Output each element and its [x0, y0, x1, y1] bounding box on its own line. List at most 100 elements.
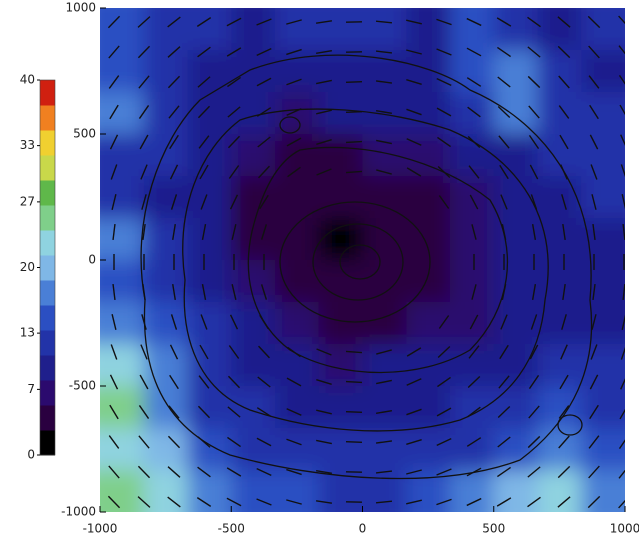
heatmap-cell [581, 50, 639, 93]
heatmap-cell [80, 176, 145, 219]
heatmap-cell [231, 344, 276, 387]
heatmap-cell [144, 134, 189, 177]
heatmap-cell [144, 92, 189, 135]
heatmap-cell [581, 176, 639, 219]
heatmap-cell [406, 302, 451, 345]
heatmap-cell [144, 50, 189, 93]
y-tick-label: 1000 [65, 1, 96, 15]
heatmap-cell [581, 302, 639, 345]
heatmap-cell [319, 386, 364, 429]
colorbar-segment [40, 380, 55, 406]
heatmap-cell [494, 92, 539, 135]
heatmap-cell [231, 92, 276, 135]
heatmap-cell [144, 260, 189, 303]
heatmap-cell [188, 134, 233, 177]
heatmap-cell [406, 176, 451, 219]
x-tick-label: 1000 [610, 522, 639, 536]
heatmap-cell [231, 134, 276, 177]
heatmap-cell [319, 134, 364, 177]
heatmap-cell [581, 0, 639, 51]
heatmap-cell [188, 302, 233, 345]
heatmap-cell [538, 218, 583, 261]
heatmap-cell [188, 92, 233, 135]
heatmap-cell [581, 386, 639, 429]
heatmap-cell [275, 0, 320, 51]
x-tick-label: -500 [218, 522, 245, 536]
heatmap-cell [538, 260, 583, 303]
heatmap-cell [80, 302, 145, 345]
heatmap-cell [494, 428, 539, 471]
colorbar-segment [40, 80, 55, 106]
heatmap-cell [581, 428, 639, 471]
colorbar-segment [40, 205, 55, 231]
heatmap-cell [363, 176, 408, 219]
colorbar-segment [40, 180, 55, 206]
heatmap-cell [363, 0, 408, 51]
heatmap-cell [275, 470, 320, 533]
colorbar-segment [40, 430, 55, 456]
heatmap-cell [188, 0, 233, 51]
colorbar-tick-label: 20 [20, 260, 35, 274]
y-tick-label: 500 [73, 127, 96, 141]
vector [346, 382, 362, 383]
heatmap-cell [538, 0, 583, 51]
heatmap-cell [494, 302, 539, 345]
vector [346, 112, 362, 113]
heatmap-cell [188, 50, 233, 93]
heatmap-cell [494, 386, 539, 429]
x-tick-label: 500 [482, 522, 505, 536]
heatmap-cell [450, 344, 495, 387]
heatmap-cell [363, 386, 408, 429]
heatmap-cell [363, 134, 408, 177]
colorbar-segment [40, 355, 55, 381]
heatmap [80, 0, 639, 533]
y-tick-label: -500 [69, 379, 96, 393]
heatmap-cell [494, 0, 539, 51]
colorbar-tick-label: 0 [27, 448, 35, 462]
heatmap-cell [188, 386, 233, 429]
page: {"chart_data": {"type": "heatmap", "xlim… [0, 0, 639, 543]
heatmap-cell [363, 92, 408, 135]
heatmap-cell [581, 134, 639, 177]
colorbar-segment [40, 280, 55, 306]
heatmap-cell [406, 0, 451, 51]
heatmap-cell [538, 344, 583, 387]
heatmap-cell [231, 302, 276, 345]
heatmap-cell [406, 50, 451, 93]
heatmap-cell [494, 218, 539, 261]
colorbar-segment [40, 330, 55, 356]
vector [346, 142, 362, 143]
heatmap-cell [80, 50, 145, 93]
vector [346, 412, 362, 413]
heatmap-cell [144, 176, 189, 219]
heatmap-cell [538, 134, 583, 177]
colorbar-segment [40, 130, 55, 156]
heatmap-cell [450, 428, 495, 471]
heatmap-cell [494, 50, 539, 93]
vector [346, 442, 362, 443]
heatmap-cell [363, 302, 408, 345]
heatmap-cell [406, 428, 451, 471]
heatmap-cell [231, 0, 276, 51]
heatmap-cell [144, 428, 189, 471]
colorbar-tick-label: 40 [20, 73, 35, 87]
heatmap-cell [538, 176, 583, 219]
heatmap-cell [319, 302, 364, 345]
heatmap-cell [319, 176, 364, 219]
y-tick-label: -1000 [61, 505, 96, 519]
heatmap-cell [319, 50, 364, 93]
colorbar-tick-label: 7 [27, 382, 35, 396]
heatmap-cell [319, 428, 364, 471]
x-tick-label: 0 [359, 522, 367, 536]
heatmap-cell [406, 134, 451, 177]
heatmap-cell [538, 386, 583, 429]
heatmap-cell [494, 344, 539, 387]
colorbar-segment [40, 105, 55, 131]
heatmap-cell [450, 50, 495, 93]
heatmap-cell [406, 344, 451, 387]
heatmap-cell [494, 260, 539, 303]
colorbar-segment [40, 155, 55, 181]
heatmap-cell [144, 470, 189, 533]
heatmap-cell [319, 0, 364, 51]
heatmap-cell [450, 386, 495, 429]
